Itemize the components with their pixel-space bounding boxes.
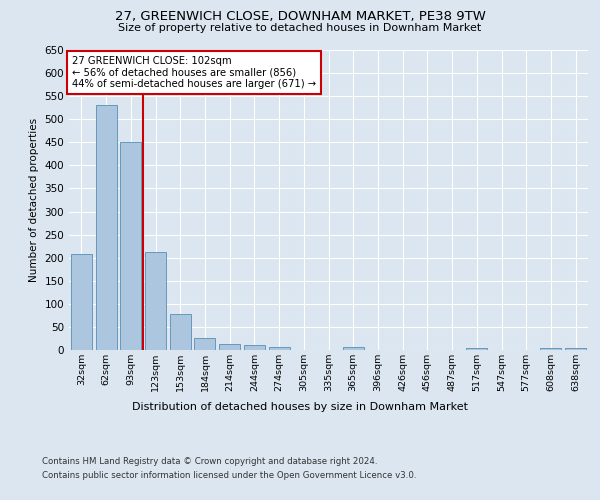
Bar <box>541 348 562 350</box>
Bar <box>565 348 586 350</box>
Bar <box>343 347 364 350</box>
Bar <box>95 106 116 350</box>
Text: 27, GREENWICH CLOSE, DOWNHAM MARKET, PE38 9TW: 27, GREENWICH CLOSE, DOWNHAM MARKET, PE3… <box>115 10 485 23</box>
Text: Contains HM Land Registry data © Crown copyright and database right 2024.: Contains HM Land Registry data © Crown c… <box>42 458 377 466</box>
Text: Contains public sector information licensed under the Open Government Licence v3: Contains public sector information licen… <box>42 471 416 480</box>
Bar <box>194 338 215 350</box>
Text: Distribution of detached houses by size in Downham Market: Distribution of detached houses by size … <box>132 402 468 412</box>
Bar <box>120 142 141 350</box>
Bar <box>71 254 92 350</box>
Bar <box>466 348 487 350</box>
Text: 27 GREENWICH CLOSE: 102sqm
← 56% of detached houses are smaller (856)
44% of sem: 27 GREENWICH CLOSE: 102sqm ← 56% of deta… <box>71 56 316 89</box>
Bar <box>145 252 166 350</box>
Text: Size of property relative to detached houses in Downham Market: Size of property relative to detached ho… <box>118 23 482 33</box>
Bar <box>244 346 265 350</box>
Bar <box>219 344 240 350</box>
Y-axis label: Number of detached properties: Number of detached properties <box>29 118 39 282</box>
Bar <box>170 314 191 350</box>
Bar <box>269 347 290 350</box>
